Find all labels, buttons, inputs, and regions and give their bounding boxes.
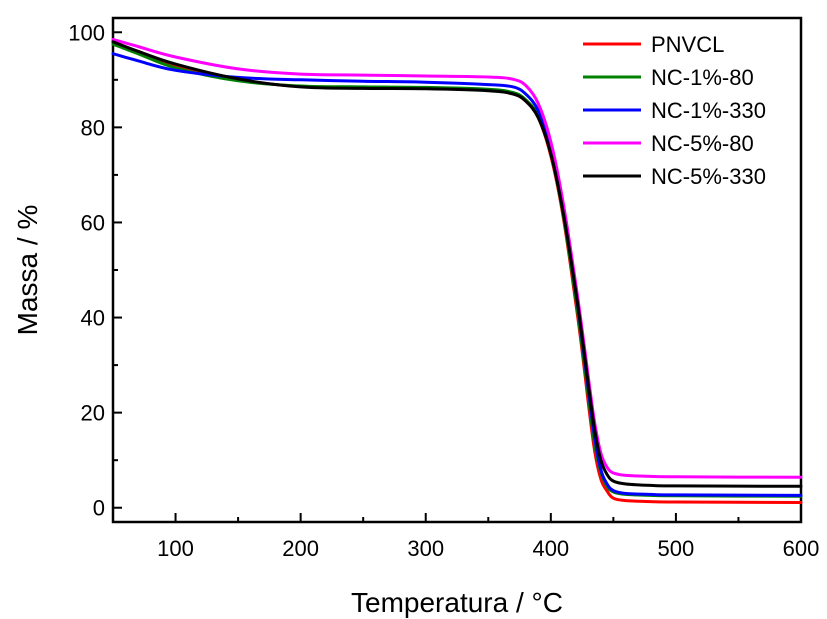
x-tick-label: 200 [282, 536, 319, 561]
series-line-nc-5-330 [111, 40, 803, 488]
y-tick-label: 80 [81, 115, 105, 140]
x-tick-label: 100 [157, 536, 194, 561]
y-tick-label: 20 [81, 401, 105, 426]
y-tick-label: 0 [93, 496, 105, 521]
y-tick-label: 100 [68, 20, 105, 45]
series-line-nc-5-80 [111, 37, 803, 479]
x-tick-label: 400 [532, 536, 569, 561]
series-lines [111, 37, 803, 504]
y-tick-label: 60 [81, 210, 105, 235]
legend-label-pnvcl: PNVCL [651, 32, 724, 57]
y-tick-label: 40 [81, 306, 105, 331]
legend-label-nc-5-330: NC-5%-330 [651, 164, 766, 189]
legend-label-nc-5-80: NC-5%-80 [651, 131, 754, 156]
y-axis-title: Massa / % [12, 205, 43, 336]
x-axis-ticks: 100 200 300 400 500 600 [112, 513, 820, 561]
plot-frame [111, 16, 803, 524]
x-axis-title: Temperatura / °C [351, 587, 563, 618]
x-tick-label: 500 [658, 536, 695, 561]
legend-label-nc-1-330: NC-1%-330 [651, 98, 766, 123]
legend-label-nc-1-80: NC-1%-80 [651, 65, 754, 90]
x-tick-label: 600 [783, 536, 820, 561]
y-axis-ticks: 0 20 40 60 80 100 [68, 20, 122, 521]
x-tick-label: 300 [407, 536, 444, 561]
legend: PNVCL NC-1%-80 NC-1%-330 NC-5%-80 NC-5%-330 [583, 32, 766, 189]
